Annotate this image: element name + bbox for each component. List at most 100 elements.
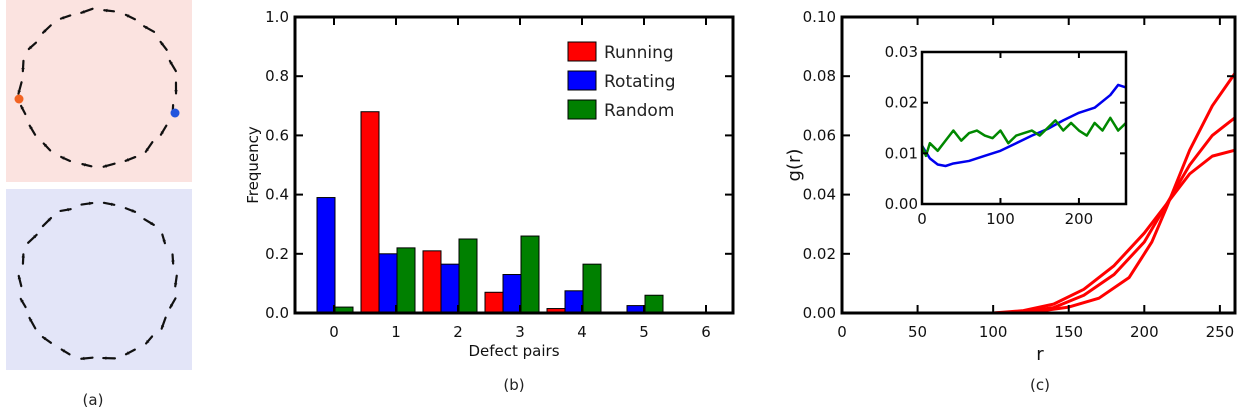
bar-random-1 <box>396 247 416 314</box>
x-tick-label: 50 <box>908 323 927 341</box>
panel-c-caption: (c) <box>1030 376 1050 394</box>
particle-arrow <box>171 253 175 265</box>
inset-background <box>922 52 1126 204</box>
panel-b-axes-frame <box>293 15 735 315</box>
inset-y-tick-label: 0.01 <box>885 144 918 162</box>
particle-arrow <box>80 356 94 361</box>
particle-arrow <box>42 142 52 152</box>
legend-label: Running <box>604 43 674 63</box>
particle-arrow <box>41 24 52 34</box>
particle-arrow <box>174 81 178 95</box>
panel-c-y-label: g(r) <box>784 149 805 182</box>
particle-arrow <box>102 162 116 168</box>
particle-arrow <box>159 124 168 136</box>
particle-arrow <box>17 274 23 288</box>
particle-arrow <box>143 218 155 226</box>
panel-a-bottom-ring <box>17 201 178 361</box>
particle-arrow <box>124 13 136 21</box>
particle-arrow <box>161 233 166 245</box>
particle-arrow <box>27 41 38 51</box>
legend-swatch <box>567 70 597 91</box>
particle-arrow <box>169 297 177 309</box>
particle-arrow <box>102 201 116 206</box>
particle-arrow <box>21 59 25 73</box>
legend-swatch <box>567 99 597 120</box>
particle-arrow <box>160 316 167 330</box>
bar-running-3 <box>484 291 504 314</box>
particle-arrow <box>124 207 137 213</box>
bar-random-3 <box>520 235 540 314</box>
bar-random-2 <box>458 238 478 314</box>
particle-arrow <box>41 216 53 228</box>
panel-b-x-label: Defect pairs <box>468 342 559 360</box>
panel-c: 0.000.020.040.060.080.100 50 100 150 200 250 … <box>784 8 1237 394</box>
particle-arrow <box>17 81 23 95</box>
panel-c-x-label: r <box>1036 344 1044 365</box>
bar-rotating-2 <box>440 263 460 314</box>
particle-arrow <box>59 14 72 20</box>
particle-arrow <box>41 336 53 344</box>
particle-arrow <box>124 155 137 162</box>
y-tick-label: 0.06 <box>803 126 836 144</box>
inset-y-tick-label: 0.02 <box>885 94 918 112</box>
y-tick-label: 0.02 <box>803 245 836 263</box>
bar-running-2 <box>422 250 442 314</box>
particle-arrow <box>102 356 117 360</box>
y-tick-label: 0.08 <box>803 67 836 85</box>
x-tick-label: 6 <box>701 323 711 341</box>
y-tick-label: 0.00 <box>803 304 836 322</box>
particle-arrow <box>19 104 27 116</box>
panel-a-top-bg <box>6 0 192 182</box>
particle-arrow <box>28 316 37 330</box>
inset-x-tick-label: 100 <box>986 210 1015 228</box>
particle-arrow <box>27 233 38 244</box>
y-tick-label: 0.0 <box>265 304 289 322</box>
inset-y-tick-label: 0.03 <box>885 43 918 61</box>
x-tick-label: 2 <box>453 323 463 341</box>
bar-random-5 <box>644 294 664 314</box>
panel-c-axes-frame <box>840 15 1237 315</box>
inset-x-tick-label: 200 <box>1065 210 1094 228</box>
particle-arrow <box>145 335 154 345</box>
bar-random-4 <box>582 263 602 314</box>
x-tick-label: 150 <box>1054 323 1083 341</box>
gr-curve-1 <box>993 148 1236 315</box>
x-tick-label: 0 <box>837 323 847 341</box>
x-tick-label: 1 <box>391 323 401 341</box>
gr-curves <box>993 72 1237 315</box>
bar-rotating-3 <box>502 274 522 314</box>
panel-a-caption: (a) <box>83 391 104 409</box>
y-tick-label: 0.10 <box>803 8 836 26</box>
particle-arrow <box>173 274 178 288</box>
particle-arrow <box>19 297 27 309</box>
bar-chart-bars <box>316 111 664 314</box>
legend-swatch <box>567 41 597 62</box>
bar-running-1 <box>360 111 380 314</box>
panel-b-legend: Running Rotating Random <box>567 41 676 121</box>
particle-arrow <box>80 7 94 14</box>
inset-curve-2 <box>920 116 1127 158</box>
particle-arrow <box>81 163 93 168</box>
x-tick-label: 200 <box>1130 323 1159 341</box>
inset-axes-frame <box>920 50 1128 206</box>
defect-marker-blue <box>170 108 180 118</box>
particle-arrow <box>80 201 94 206</box>
y-tick-label: 1.0 <box>265 8 289 26</box>
particle-arrow <box>103 8 116 13</box>
panel-b-y-label: Frequency <box>244 126 262 204</box>
particle-arrow <box>168 59 177 73</box>
y-tick-label: 0.2 <box>265 245 289 263</box>
x-tick-label: 3 <box>515 323 525 341</box>
particle-arrow <box>124 348 136 356</box>
inset-x-tick-label: 0 <box>917 210 927 228</box>
x-tick-label: 250 <box>1206 323 1235 341</box>
panel-b: 0.0 0.2 0.4 0.6 0.8 1.0 0 1 2 3 4 5 6 Defect pairs F… <box>244 8 735 394</box>
panel-b-caption: (b) <box>503 376 524 394</box>
particle-arrow <box>60 155 72 163</box>
particle-arrow <box>28 124 37 136</box>
x-tick-label: 100 <box>979 323 1008 341</box>
panel-a-bottom-bg <box>6 189 192 370</box>
particle-arrow <box>60 348 71 356</box>
panel-a-top-ring <box>17 7 178 168</box>
